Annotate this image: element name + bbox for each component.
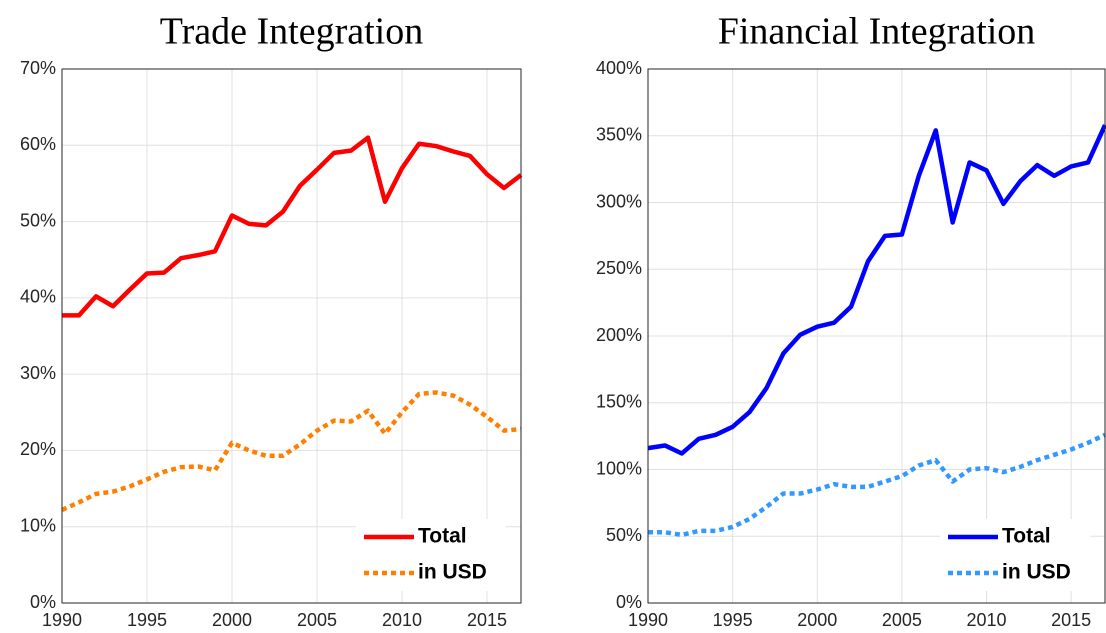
y-tick-label: 50% xyxy=(20,210,56,230)
data-line xyxy=(647,124,1106,456)
legend-label: in USD xyxy=(1002,561,1071,584)
y-tick-label: 50% xyxy=(606,525,642,545)
y-tick-label: 250% xyxy=(596,258,642,278)
plot-area xyxy=(62,69,521,603)
x-tick-label: 2015 xyxy=(467,610,507,630)
x-tick-label: 1990 xyxy=(628,610,668,630)
y-tick-label: 10% xyxy=(20,515,56,535)
y-tick-label: 300% xyxy=(596,191,642,211)
y-tick-label: 70% xyxy=(20,58,56,78)
x-tick-label: 2000 xyxy=(212,610,252,630)
y-tick-label: 400% xyxy=(596,58,642,78)
x-tick-label: 2005 xyxy=(297,610,337,630)
data-line xyxy=(648,432,1106,538)
x-tick-label: 2010 xyxy=(966,610,1006,630)
legend-box xyxy=(356,519,506,591)
legend-box xyxy=(940,519,1090,591)
legend-label: Total xyxy=(1002,525,1051,548)
y-tick-label: 350% xyxy=(596,125,642,145)
x-tick-label: 2005 xyxy=(882,610,922,630)
x-tick-label: 1995 xyxy=(713,610,753,630)
y-tick-label: 60% xyxy=(20,134,56,154)
x-tick-label: 2010 xyxy=(382,610,422,630)
data-line xyxy=(62,135,523,318)
y-tick-label: 0% xyxy=(616,592,642,612)
data-line xyxy=(61,390,522,512)
y-tick-label: 40% xyxy=(20,287,56,307)
legend-label: Total xyxy=(418,525,467,548)
axes-frame xyxy=(647,68,1106,604)
y-tick-label: 0% xyxy=(30,592,56,612)
x-tick-label: 1995 xyxy=(127,610,167,630)
y-tick-label: 200% xyxy=(596,325,642,345)
y-tick-label: 100% xyxy=(596,458,642,478)
chart-title: Trade Integration xyxy=(160,11,423,53)
x-tick-label: 1990 xyxy=(42,610,82,630)
legend-label: in USD xyxy=(418,561,487,584)
x-tick-label: 2015 xyxy=(1051,610,1091,630)
y-tick-label: 20% xyxy=(20,439,56,459)
axes-frame xyxy=(61,68,522,604)
y-tick-label: 150% xyxy=(596,392,642,412)
y-tick-label: 30% xyxy=(20,363,56,383)
chart-title: Financial Integration xyxy=(718,11,1036,53)
x-tick-label: 2000 xyxy=(797,610,837,630)
